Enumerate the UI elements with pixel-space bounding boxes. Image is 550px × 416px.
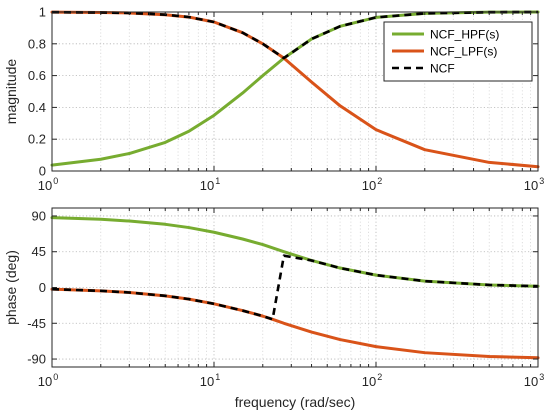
- legend-entry-label: NCF_LPF(s): [430, 45, 497, 59]
- magnitude-series-line-ncf: [51, 10, 539, 60]
- magnitude-x-tick-label: 100: [38, 176, 58, 193]
- legend-entry-label: NCF_HPF(s): [430, 28, 499, 42]
- phase-plot-area: [52, 208, 538, 367]
- phase-y-tick-label: -90: [27, 352, 46, 367]
- magnitude-y-axis-label: magnitude: [3, 59, 19, 125]
- frequency-x-axis-label: frequency (rad/sec): [235, 394, 356, 410]
- magnitude-y-tick-label: 0.6: [28, 68, 46, 83]
- phase-x-tick-label: 101: [200, 372, 220, 389]
- magnitude-y-tick-label: 0.8: [28, 36, 46, 51]
- magnitude-y-tick-label: 1: [39, 5, 46, 20]
- magnitude-axes-box: [51, 11, 539, 172]
- phase-y-axis-label: phase (deg): [3, 250, 19, 325]
- phase-y-tick-label: -45: [27, 316, 46, 331]
- phase-series-line-ncf-hpf-s: [50, 216, 540, 288]
- magnitude-x-tick-label: 103: [524, 176, 544, 193]
- magnitude-series: [50, 10, 540, 169]
- phase-grid: [52, 208, 538, 367]
- phase-y-tick-label: 90: [32, 208, 46, 223]
- phase-x-tick-label: 100: [38, 372, 58, 389]
- magnitude-y-tick-label: 0.4: [28, 100, 46, 115]
- legend: NCF_HPF(s) NCF_LPF(s) NCF: [383, 21, 533, 82]
- phase-y-tick-label: 45: [32, 244, 46, 259]
- magnitude-y-tick-label: 0: [39, 164, 46, 179]
- magnitude-y-tick-label: 0.2: [28, 132, 46, 147]
- phase-ticks: -90 -45 0 45 90 100 101 102 103: [27, 208, 544, 389]
- magnitude-x-tick-label: 101: [200, 176, 220, 193]
- phase-series: [50, 216, 540, 360]
- phase-x-tick-label: 102: [362, 372, 382, 389]
- magnitude-panel: 0 0.2 0.4 0.6 0.8 1 100 101 102 103 magnitude NCF…: [3, 5, 544, 194]
- phase-series-line-ncf: [51, 254, 539, 321]
- phase-x-tick-label: 103: [524, 372, 544, 389]
- legend-entry-label: NCF: [430, 62, 455, 76]
- phase-y-tick-label: 0: [39, 280, 46, 295]
- magnitude-x-tick-label: 102: [362, 176, 382, 193]
- phase-panel: -90 -45 0 45 90 100 101 102 103 phase (deg) freq…: [3, 207, 544, 410]
